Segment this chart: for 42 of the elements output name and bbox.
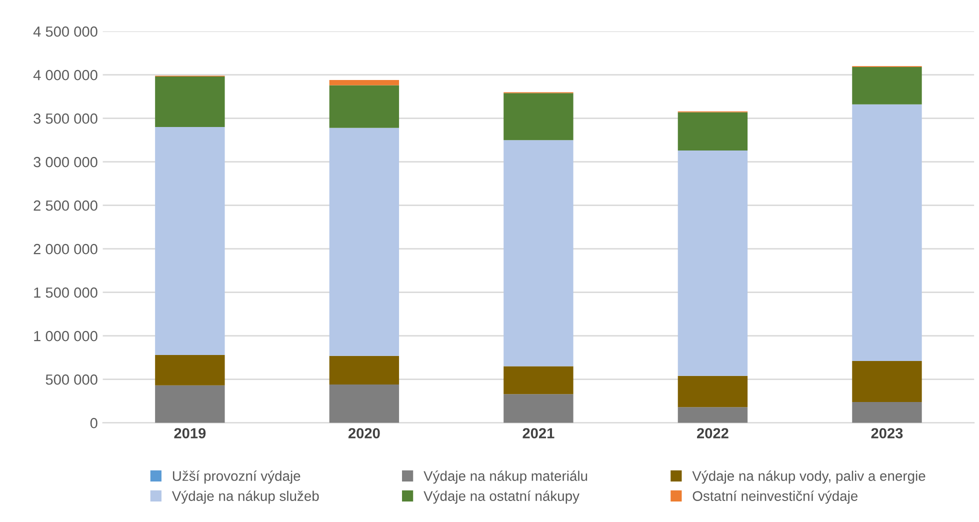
y-tick-label: 1 000 000 <box>34 330 98 342</box>
bar <box>504 366 574 394</box>
bar <box>852 104 922 362</box>
legend-label: Užší provozní výdaje <box>172 470 300 484</box>
legend-label: Výdaje na nákup materiálu <box>424 470 588 484</box>
bar <box>329 384 400 423</box>
y-tick-label: 1 500 000 <box>34 287 98 298</box>
x-tick-label: 2021 <box>522 428 554 438</box>
legend-label: Ostatní neinvestiční výdaje <box>692 490 858 504</box>
bar <box>678 376 748 408</box>
x-tick-label: 2019 <box>174 428 206 438</box>
y-tick-label: 4 500 000 <box>33 26 98 37</box>
bar <box>329 80 400 86</box>
y-tick-label: 2 500 000 <box>34 200 98 211</box>
legend-label: Výdaje na ostatní nákupy <box>424 490 580 504</box>
bar <box>155 385 225 423</box>
y-tick-label: 500 000 <box>46 374 98 385</box>
y-tick-label: 0 <box>90 418 98 428</box>
bar <box>155 354 225 386</box>
bar <box>678 150 748 376</box>
bar <box>504 140 574 366</box>
bar <box>852 66 922 104</box>
bar <box>852 361 922 402</box>
legend-label: Výdaje na nákup vody, paliv a energie <box>692 470 926 484</box>
x-tick-label: 2022 <box>697 428 728 438</box>
bar <box>852 402 922 423</box>
bar <box>155 76 225 128</box>
bar <box>678 112 748 151</box>
bar <box>678 407 748 423</box>
x-tick-label: 2020 <box>348 428 380 438</box>
bar <box>329 356 400 385</box>
y-tick-label: 2 000 000 <box>34 244 98 254</box>
bar <box>155 127 225 355</box>
legend-label: Výdaje na nákup služeb <box>172 490 319 504</box>
bar <box>329 85 400 128</box>
x-tick-label: 2023 <box>871 428 903 438</box>
y-tick-label: 3 500 000 <box>34 113 98 124</box>
bar <box>329 128 400 356</box>
y-tick-label: 3 000 000 <box>34 156 98 168</box>
y-tick-label: 4 000 000 <box>33 70 98 80</box>
bar <box>504 394 574 423</box>
bar <box>504 93 574 140</box>
